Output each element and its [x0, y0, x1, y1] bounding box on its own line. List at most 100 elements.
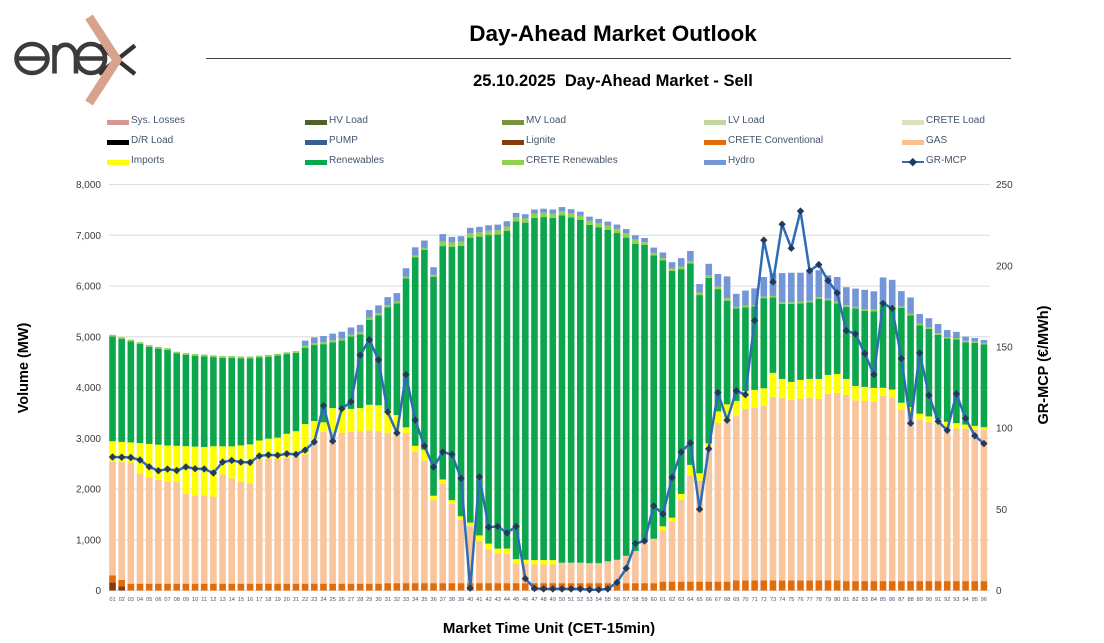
- svg-text:45: 45: [513, 597, 519, 603]
- svg-text:51: 51: [568, 597, 574, 603]
- svg-text:8,000: 8,000: [76, 180, 101, 191]
- svg-text:0: 0: [95, 586, 101, 597]
- svg-text:55: 55: [605, 597, 611, 603]
- svg-text:18: 18: [265, 597, 271, 603]
- svg-text:43: 43: [495, 597, 501, 603]
- svg-text:35: 35: [421, 597, 427, 603]
- svg-text:40: 40: [467, 597, 473, 603]
- svg-text:68: 68: [724, 597, 730, 603]
- svg-text:49: 49: [550, 597, 556, 603]
- svg-text:200: 200: [996, 261, 1013, 272]
- svg-text:08: 08: [174, 597, 180, 603]
- svg-text:15: 15: [238, 597, 244, 603]
- svg-text:60: 60: [651, 597, 657, 603]
- svg-text:150: 150: [996, 343, 1013, 354]
- svg-text:20: 20: [284, 597, 290, 603]
- svg-text:37: 37: [440, 597, 446, 603]
- svg-text:84: 84: [871, 597, 877, 603]
- svg-text:82: 82: [852, 597, 858, 603]
- svg-text:83: 83: [862, 597, 868, 603]
- svg-text:27: 27: [348, 597, 354, 603]
- svg-text:56: 56: [614, 597, 620, 603]
- svg-text:01: 01: [109, 597, 115, 603]
- svg-text:11: 11: [201, 597, 207, 603]
- svg-text:23: 23: [311, 597, 317, 603]
- svg-text:25: 25: [330, 597, 336, 603]
- svg-text:09: 09: [183, 597, 189, 603]
- svg-text:62: 62: [669, 597, 675, 603]
- svg-text:44: 44: [504, 597, 510, 603]
- svg-text:57: 57: [623, 597, 629, 603]
- svg-text:14: 14: [229, 597, 235, 603]
- svg-text:GR-MCP (€/MWh): GR-MCP (€/MWh): [1036, 305, 1052, 424]
- svg-text:94: 94: [962, 597, 968, 603]
- svg-text:32: 32: [394, 597, 400, 603]
- svg-text:36: 36: [430, 597, 436, 603]
- svg-text:66: 66: [706, 597, 712, 603]
- svg-text:24: 24: [320, 597, 326, 603]
- svg-text:80: 80: [834, 597, 840, 603]
- svg-text:70: 70: [742, 597, 748, 603]
- svg-text:47: 47: [531, 597, 537, 603]
- svg-text:17: 17: [256, 597, 262, 603]
- svg-text:50: 50: [559, 597, 565, 603]
- svg-text:48: 48: [540, 597, 546, 603]
- svg-text:29: 29: [366, 597, 372, 603]
- svg-text:64: 64: [687, 597, 693, 603]
- svg-text:Market Time Unit (CET-15min): Market Time Unit (CET-15min): [443, 620, 655, 637]
- svg-text:34: 34: [412, 597, 418, 603]
- svg-text:21: 21: [293, 597, 299, 603]
- svg-text:03: 03: [128, 597, 134, 603]
- svg-text:30: 30: [375, 597, 381, 603]
- svg-text:39: 39: [458, 597, 464, 603]
- svg-text:05: 05: [146, 597, 152, 603]
- svg-text:88: 88: [907, 597, 913, 603]
- svg-text:96: 96: [981, 597, 987, 603]
- svg-text:41: 41: [476, 597, 482, 603]
- svg-text:7,000: 7,000: [76, 231, 101, 242]
- svg-text:61: 61: [660, 597, 666, 603]
- svg-text:71: 71: [751, 597, 757, 603]
- svg-text:53: 53: [586, 597, 592, 603]
- svg-text:81: 81: [843, 597, 849, 603]
- svg-text:67: 67: [715, 597, 721, 603]
- svg-text:78: 78: [816, 597, 822, 603]
- svg-text:95: 95: [972, 597, 978, 603]
- svg-text:74: 74: [779, 597, 785, 603]
- svg-text:Volume (MW): Volume (MW): [16, 322, 32, 413]
- svg-text:73: 73: [770, 597, 776, 603]
- svg-text:6,000: 6,000: [76, 282, 101, 293]
- svg-text:250: 250: [996, 180, 1013, 191]
- svg-text:0: 0: [996, 586, 1002, 597]
- svg-text:59: 59: [641, 597, 647, 603]
- svg-text:93: 93: [953, 597, 959, 603]
- svg-text:22: 22: [302, 597, 308, 603]
- svg-text:52: 52: [577, 597, 583, 603]
- svg-text:13: 13: [219, 597, 225, 603]
- svg-text:89: 89: [917, 597, 923, 603]
- svg-text:100: 100: [996, 424, 1013, 435]
- svg-text:19: 19: [274, 597, 280, 603]
- svg-text:75: 75: [788, 597, 794, 603]
- svg-text:02: 02: [119, 597, 125, 603]
- svg-text:5,000: 5,000: [76, 332, 101, 343]
- svg-text:28: 28: [357, 597, 363, 603]
- svg-text:42: 42: [485, 597, 491, 603]
- svg-text:33: 33: [403, 597, 409, 603]
- svg-text:92: 92: [944, 597, 950, 603]
- svg-text:1,000: 1,000: [76, 535, 101, 546]
- svg-text:85: 85: [880, 597, 886, 603]
- svg-text:58: 58: [632, 597, 638, 603]
- svg-text:4,000: 4,000: [76, 383, 101, 394]
- svg-text:65: 65: [696, 597, 702, 603]
- svg-text:07: 07: [164, 597, 170, 603]
- svg-text:26: 26: [339, 597, 345, 603]
- svg-text:86: 86: [889, 597, 895, 603]
- svg-text:63: 63: [678, 597, 684, 603]
- svg-text:54: 54: [596, 597, 602, 603]
- svg-text:90: 90: [926, 597, 932, 603]
- svg-text:77: 77: [806, 597, 812, 603]
- svg-text:72: 72: [761, 597, 767, 603]
- svg-text:46: 46: [522, 597, 528, 603]
- svg-text:87: 87: [898, 597, 904, 603]
